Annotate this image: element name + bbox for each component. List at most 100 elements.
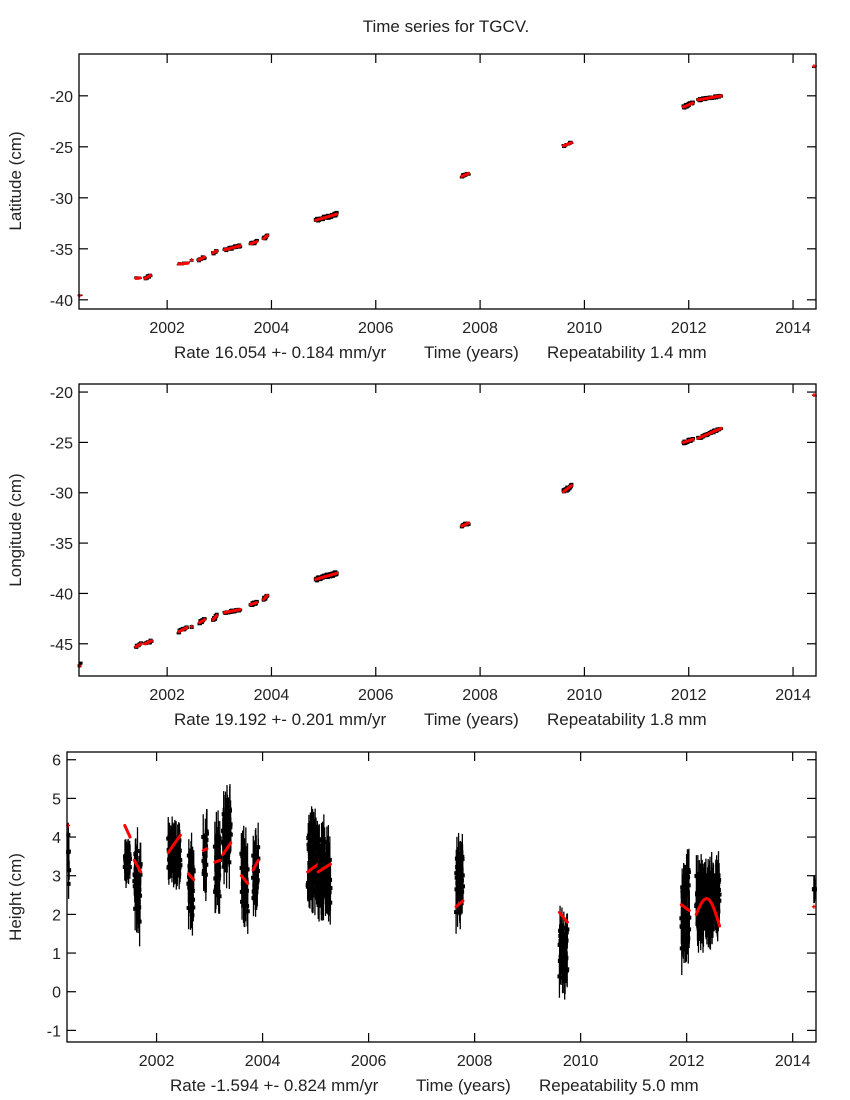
model-curve bbox=[143, 639, 154, 646]
x-tick-label: 2004 bbox=[254, 320, 290, 337]
model-curve bbox=[177, 626, 189, 634]
height-ticks: 2002 2004 2006 2008 2010 2012 2014 -1 0 1 2 3 4 5 6 bbox=[47, 752, 816, 1070]
data-cluster bbox=[122, 823, 133, 889]
data-point bbox=[812, 887, 817, 892]
model-curve bbox=[166, 833, 182, 855]
data-cluster bbox=[201, 809, 209, 902]
y-tick-label: 4 bbox=[52, 830, 61, 847]
data-cluster bbox=[681, 100, 695, 110]
data-point bbox=[698, 884, 703, 889]
data-cluster bbox=[77, 293, 83, 298]
data-cluster bbox=[211, 612, 219, 622]
y-tick-label: 6 bbox=[52, 753, 61, 770]
x-tick-label: 2004 bbox=[254, 687, 290, 704]
data-point bbox=[684, 878, 689, 883]
data-point bbox=[191, 905, 196, 910]
y-tick-label: 1 bbox=[52, 946, 61, 963]
height-repeatability-label: Repeatability 5.0 mm bbox=[539, 1076, 699, 1095]
model-curve bbox=[177, 261, 190, 266]
data-cluster bbox=[561, 482, 574, 494]
latitude-ylabel: Latitude (cm) bbox=[6, 131, 25, 230]
model-curve bbox=[201, 847, 209, 853]
data-point bbox=[317, 895, 322, 900]
data-point bbox=[716, 909, 721, 914]
height-marks bbox=[66, 784, 817, 1000]
data-point bbox=[178, 863, 183, 868]
model-curve bbox=[196, 255, 207, 262]
data-cluster bbox=[561, 140, 574, 149]
latitude-ticks: 2002 2004 2006 2008 2010 2012 2014 -40 -35 -30 -25… bbox=[50, 54, 816, 337]
model-curve bbox=[682, 101, 695, 109]
data-point bbox=[717, 892, 722, 897]
model-curve bbox=[239, 874, 250, 885]
model-curve bbox=[134, 642, 143, 649]
x-tick-label: 2008 bbox=[462, 687, 498, 704]
data-point bbox=[565, 927, 570, 932]
x-tick-label: 2012 bbox=[669, 1053, 705, 1070]
y-tick-label: 5 bbox=[52, 791, 61, 808]
x-tick-label: 2008 bbox=[457, 1053, 493, 1070]
y-tick-label: -25 bbox=[50, 435, 73, 452]
data-cluster bbox=[239, 825, 250, 934]
x-tick-label: 2006 bbox=[358, 320, 394, 337]
y-tick-label: -25 bbox=[50, 140, 73, 157]
data-point bbox=[245, 909, 250, 914]
data-point bbox=[66, 849, 71, 854]
model-curve bbox=[454, 899, 465, 909]
model-curve bbox=[251, 858, 260, 872]
data-cluster bbox=[305, 806, 321, 916]
data-cluster bbox=[557, 905, 570, 1000]
data-cluster bbox=[316, 814, 333, 925]
data-cluster bbox=[143, 638, 154, 646]
model-curve bbox=[316, 862, 332, 874]
data-cluster bbox=[66, 822, 72, 899]
data-point bbox=[459, 859, 464, 864]
data-point bbox=[311, 862, 316, 867]
model-curve bbox=[562, 141, 573, 148]
height-rate-label: Rate -1.594 +- 0.824 mm/yr bbox=[170, 1076, 379, 1095]
data-point bbox=[455, 909, 460, 914]
panel-latitude: 2002 2004 2006 2008 2010 2012 2014 -40 -35 -30 -25… bbox=[6, 53, 817, 362]
model-curve bbox=[249, 240, 259, 246]
longitude-ylabel: Longitude (cm) bbox=[6, 473, 25, 586]
data-point bbox=[686, 936, 691, 941]
data-point bbox=[227, 860, 232, 865]
y-tick-label: 3 bbox=[52, 869, 61, 886]
longitude-repeatability-label: Repeatability 1.8 mm bbox=[547, 710, 707, 729]
data-point bbox=[169, 861, 174, 866]
data-cluster bbox=[222, 607, 243, 615]
x-tick-label: 2010 bbox=[567, 687, 603, 704]
longitude-ticks: 2002 2004 2006 2008 2010 2012 2014 -45 -40 -35 -30… bbox=[50, 384, 816, 704]
data-point bbox=[254, 854, 259, 859]
data-point bbox=[186, 905, 191, 910]
height-plot-frame bbox=[66, 751, 817, 1043]
data-point bbox=[709, 894, 714, 899]
y-tick-label: 0 bbox=[52, 985, 61, 1002]
longitude-plot-frame bbox=[78, 383, 817, 677]
x-tick-label: 2002 bbox=[139, 1053, 175, 1070]
model-curve bbox=[694, 897, 722, 928]
model-curve bbox=[682, 437, 695, 444]
data-point bbox=[565, 967, 570, 972]
data-point bbox=[66, 832, 71, 837]
data-point bbox=[681, 885, 686, 890]
data-point bbox=[696, 926, 701, 931]
data-point bbox=[215, 883, 220, 888]
data-cluster bbox=[211, 248, 219, 256]
latitude-marks bbox=[77, 64, 817, 298]
y-tick-label: -1 bbox=[47, 1023, 61, 1040]
data-point bbox=[708, 919, 713, 924]
model-curve bbox=[262, 593, 269, 601]
data-point bbox=[317, 843, 322, 848]
x-tick-label: 2006 bbox=[351, 1053, 387, 1070]
data-point bbox=[310, 823, 315, 828]
data-point bbox=[560, 933, 565, 938]
data-cluster bbox=[679, 848, 692, 976]
data-point bbox=[135, 848, 140, 853]
model-curve bbox=[460, 521, 471, 528]
data-point bbox=[460, 884, 465, 889]
data-point bbox=[680, 919, 685, 924]
model-curve bbox=[314, 571, 339, 581]
model-curve bbox=[460, 171, 471, 178]
